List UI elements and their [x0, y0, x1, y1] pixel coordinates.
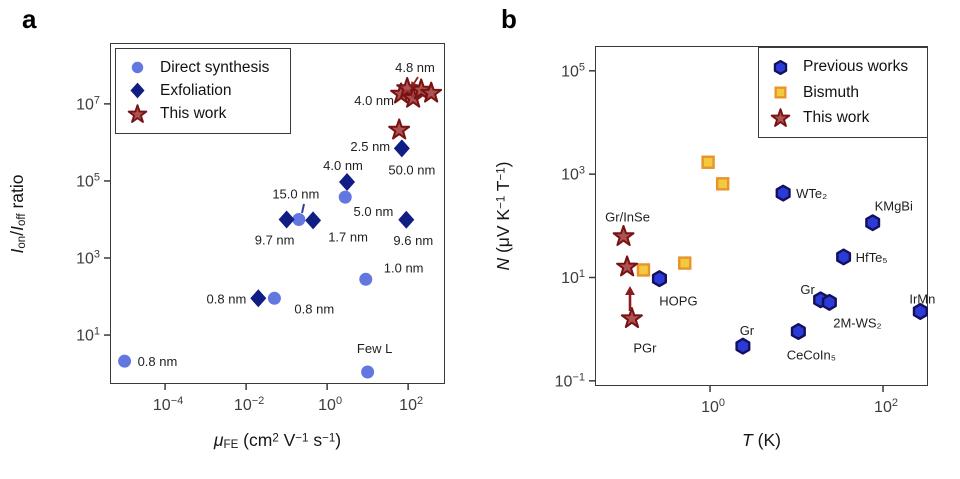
panel-a-legend: Direct synthesis Exfoliation This work — [115, 48, 291, 134]
axis-label-run: ratio — [7, 174, 27, 214]
axis-label-run: ) — [493, 161, 513, 168]
axis-label-run: I — [7, 226, 27, 231]
hexagon-glyph — [773, 59, 788, 75]
axis-label-run: ) — [335, 430, 342, 450]
square-glyph — [774, 86, 787, 99]
legend-item-previous-works: Previous works — [769, 55, 917, 79]
axis-label-run: 2 — [272, 432, 279, 445]
panel-b-legend: Previous works Bismuth This work — [758, 47, 928, 138]
axis-label-run: T — [493, 180, 513, 196]
tick-label: 101 — [561, 268, 585, 287]
data-point-circle — [131, 61, 144, 74]
circle-glyph — [131, 61, 144, 74]
data-point-diamond — [130, 83, 145, 99]
legend-item-exfoliation: Exfoliation — [126, 79, 280, 102]
panel-b-x-axis-label: T (K) — [595, 430, 928, 451]
tick-label: 100 — [701, 397, 725, 416]
legend-label: Previous works — [803, 58, 909, 75]
tick-label: 103 — [76, 249, 100, 268]
legend-label: This work — [160, 105, 227, 123]
tick-label: 10−2 — [234, 395, 264, 414]
axis-label-run: N — [493, 257, 513, 271]
axis-label-run: FE — [223, 439, 239, 452]
axis-label-run: I — [7, 248, 27, 254]
panel-a-letter: a — [22, 4, 37, 34]
panel-a-x-axis-label: μFE (cm2 V−1 s−1) — [110, 430, 445, 451]
axis-label-run: on — [16, 235, 29, 249]
legend-item-bismuth: Bismuth — [769, 81, 917, 105]
axis-label-run: V — [278, 430, 296, 450]
axis-label-run: (μV K — [493, 208, 513, 258]
tick-label: 102 — [874, 397, 898, 416]
legend-label: Exfoliation — [160, 81, 232, 99]
hexagon-marker-icon — [769, 56, 792, 79]
panel-b-letter: b — [501, 4, 517, 34]
panel-b-y-axis-label: N (μV K−1 T−1) — [493, 161, 513, 270]
legend-label: This work — [803, 109, 870, 126]
axis-label-run: −1 — [295, 432, 309, 445]
tick-label: 100 — [318, 395, 342, 414]
star-marker-icon — [126, 103, 149, 126]
tick-label: 102 — [399, 395, 423, 414]
legend-item-this-work-a: This work — [126, 103, 280, 126]
square-marker-icon — [769, 81, 792, 104]
legend-item-direct-synthesis: Direct synthesis — [126, 56, 280, 79]
tick-label: 10−1 — [555, 371, 585, 390]
tick-label: 107 — [76, 94, 100, 113]
star-marker-icon — [769, 107, 792, 130]
legend-label: Bismuth — [803, 83, 859, 101]
star-glyph — [127, 104, 148, 123]
axis-label-run: s — [308, 430, 323, 450]
tick-label: 105 — [561, 61, 585, 80]
axis-label-run: T — [742, 430, 753, 450]
tick-label: 105 — [76, 171, 100, 190]
legend-label: Direct synthesis — [160, 58, 270, 76]
circle-marker-icon — [126, 56, 149, 79]
axis-label-run: / — [7, 230, 27, 236]
axis-label-run: −1 — [322, 432, 336, 445]
axis-label-run: μ — [213, 430, 224, 450]
panel-b-y-axis-label-wrap: N (μV K−1 T−1) — [493, 106, 515, 326]
tick-label: 101 — [76, 326, 100, 345]
tick-label: 103 — [561, 165, 585, 184]
data-point-star — [127, 104, 148, 123]
legend-item-this-work-b: This work — [769, 106, 917, 130]
axis-label-run: off — [16, 213, 29, 227]
data-point-square — [774, 86, 787, 99]
axis-label-run: −1 — [495, 167, 508, 181]
diamond-glyph — [130, 83, 145, 99]
data-point-hexagon — [773, 59, 788, 75]
data-point-star — [770, 107, 791, 127]
star-glyph — [770, 107, 791, 127]
tick-label: 10−4 — [153, 395, 183, 414]
axis-label-run: (K) — [752, 430, 781, 450]
panel-a-y-axis-label: Ion/Ioff ratio — [7, 174, 29, 254]
axis-label-run: −1 — [495, 195, 508, 209]
diamond-marker-icon — [126, 79, 149, 102]
panel-a-y-axis-label-wrap: Ion/Ioff ratio — [7, 104, 29, 324]
axis-label-run: (cm — [238, 430, 273, 450]
